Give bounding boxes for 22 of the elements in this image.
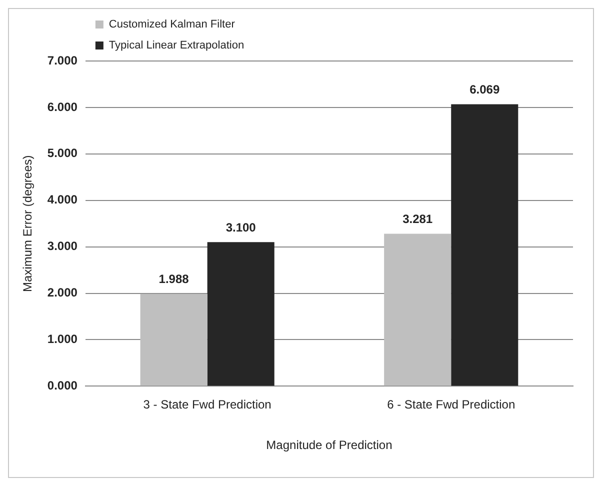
data-label: 1.988 (158, 272, 190, 286)
x-tick-label: 6 - State Fwd Prediction (387, 398, 516, 412)
y-tick-label: 5.000 (47, 146, 78, 160)
y-tick-label: 1.000 (47, 332, 78, 346)
bar (207, 242, 274, 386)
data-label: 3.100 (226, 220, 256, 234)
legend-label: Typical Linear Extrapolation (108, 40, 244, 52)
x-axis-title: Magnitude of Prediction (266, 438, 392, 452)
y-tick-label: 6.000 (47, 100, 78, 114)
legend-label: Customized Kalman Filter (108, 18, 236, 31)
y-tick-label: 4.000 (47, 192, 78, 207)
x-tick-label: 3 - State Fwd Prediction (143, 398, 272, 412)
y-axis-title: Maximum Error (degrees) (20, 155, 35, 292)
data-label: 3.281 (402, 212, 433, 226)
bar (451, 104, 518, 386)
bar (384, 234, 452, 386)
y-tick-label: 0.000 (47, 378, 78, 393)
y-tick-label: 7.000 (47, 53, 78, 68)
y-tick-label: 2.000 (47, 286, 78, 300)
bar (140, 294, 208, 386)
y-tick-label: 3.000 (47, 239, 78, 254)
data-label: 6.069 (470, 82, 500, 97)
